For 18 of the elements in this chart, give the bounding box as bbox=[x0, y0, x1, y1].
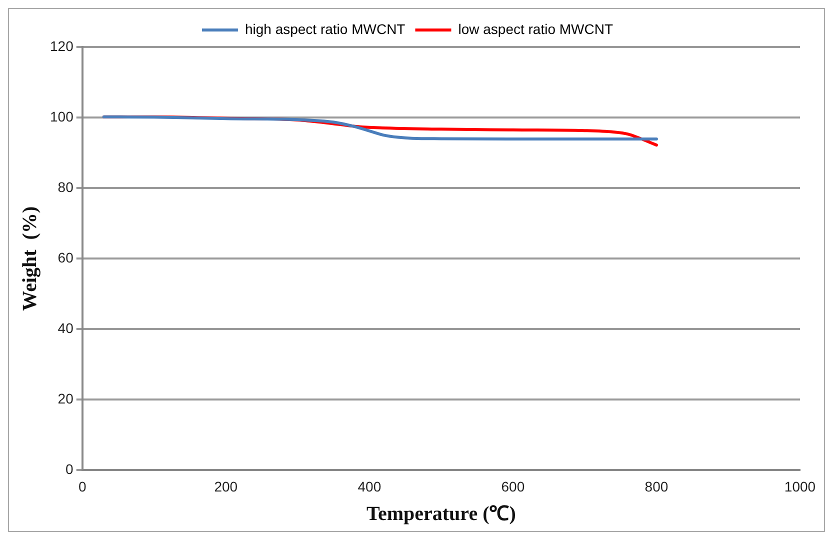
legend-label: low aspect ratio MWCNT bbox=[458, 20, 614, 37]
x-axis-title: Temperature (℃) bbox=[366, 503, 516, 526]
x-tick-label: 800 bbox=[644, 478, 668, 494]
y-tick-label: 80 bbox=[58, 178, 74, 195]
x-tick-label: 400 bbox=[358, 478, 382, 494]
x-tick-label: 200 bbox=[214, 478, 238, 494]
y-axis-title: Weight (%) bbox=[19, 206, 42, 311]
y-tick-label: 20 bbox=[58, 390, 74, 407]
line-series bbox=[102, 115, 658, 141]
y-tick-label: 40 bbox=[58, 320, 74, 336]
y-tick-label: 100 bbox=[50, 108, 74, 124]
y-tick-label: 0 bbox=[66, 461, 74, 478]
x-tick-label: 0 bbox=[78, 478, 86, 494]
x-tick-label: 1000 bbox=[784, 478, 816, 494]
x-tick-label: 600 bbox=[501, 478, 525, 494]
legend-label: high aspect ratio MWCNT bbox=[244, 20, 406, 37]
y-tick-label: 120 bbox=[50, 38, 74, 54]
y-tick-label: 60 bbox=[58, 249, 74, 266]
